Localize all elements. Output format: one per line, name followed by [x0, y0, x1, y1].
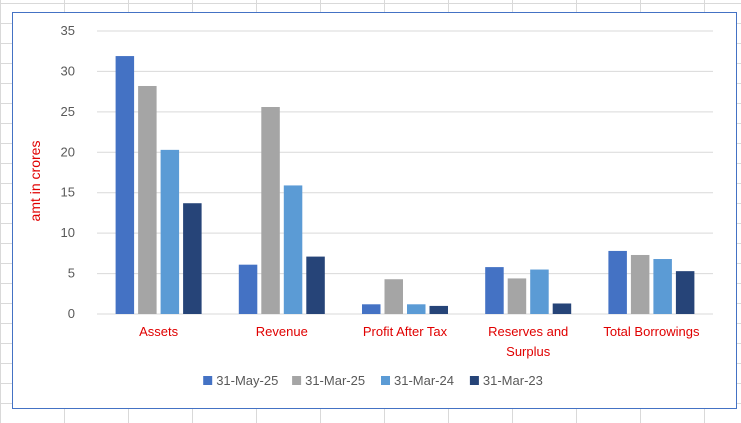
legend-label: 31-May-25: [216, 373, 278, 388]
bar[interactable]: [630, 254, 650, 314]
legend-swatch: [203, 376, 213, 385]
bar[interactable]: [238, 264, 258, 314]
bar[interactable]: [283, 185, 303, 314]
y-tick-label: 35: [61, 23, 75, 38]
x-axis-categories: Assets Revenue Profit After Tax Reserves an…: [139, 324, 700, 359]
bar[interactable]: [384, 279, 404, 314]
legend-item[interactable]: 31-Mar-23: [469, 373, 543, 388]
y-tick-label: 5: [68, 266, 75, 281]
y-tick-label: 30: [61, 63, 75, 78]
legend-swatch: [469, 376, 479, 385]
category-label: Revenue: [256, 324, 308, 339]
legend-item[interactable]: 31-May-25: [203, 373, 278, 388]
y-tick-label: 25: [61, 104, 75, 119]
bar[interactable]: [160, 149, 180, 314]
legend-swatch: [292, 376, 302, 385]
y-tick-label: 15: [61, 185, 75, 200]
legend-label: 31-Mar-24: [394, 373, 454, 388]
chart-area[interactable]: 0 5 10 15 20 25 30 35 Assets Revenue Profit After…: [12, 12, 737, 409]
bar[interactable]: [507, 278, 527, 314]
legend-label: 31-Mar-25: [305, 373, 365, 388]
category-label: Assets: [139, 324, 179, 339]
category-label: Total Borrowings: [603, 324, 700, 339]
legend-label: 31-Mar-23: [483, 373, 543, 388]
bar[interactable]: [530, 269, 549, 314]
bar-chart: 0 5 10 15 20 25 30 35 Assets Revenue Profit After…: [27, 23, 713, 388]
legend-item[interactable]: 31-Mar-24: [381, 373, 454, 388]
bars: [115, 56, 695, 315]
y-axis-title: amt in crores: [27, 141, 43, 222]
bar[interactable]: [306, 256, 325, 314]
legend: 31-May-25 31-Mar-25 31-Mar-24 31-Mar-23: [203, 373, 543, 388]
bar[interactable]: [407, 304, 426, 314]
bar[interactable]: [362, 304, 381, 314]
bar[interactable]: [115, 56, 135, 315]
bar[interactable]: [485, 267, 504, 314]
y-tick-label: 0: [68, 306, 75, 321]
bar[interactable]: [429, 305, 449, 314]
category-label: Profit After Tax: [363, 324, 448, 339]
y-axis-ticks: 0 5 10 15 20 25 30 35: [61, 23, 75, 321]
bar[interactable]: [653, 259, 672, 314]
gridlines: [97, 30, 713, 315]
bar[interactable]: [183, 203, 202, 314]
bar[interactable]: [675, 271, 695, 314]
bar[interactable]: [608, 250, 627, 314]
bar[interactable]: [138, 85, 157, 315]
legend-item[interactable]: 31-Mar-25: [292, 373, 365, 388]
bar[interactable]: [552, 303, 572, 314]
y-tick-label: 10: [61, 225, 75, 240]
category-label: Reserves and Surplus: [488, 324, 568, 359]
legend-swatch: [381, 376, 390, 385]
y-tick-label: 20: [61, 144, 75, 159]
bar[interactable]: [261, 107, 280, 315]
